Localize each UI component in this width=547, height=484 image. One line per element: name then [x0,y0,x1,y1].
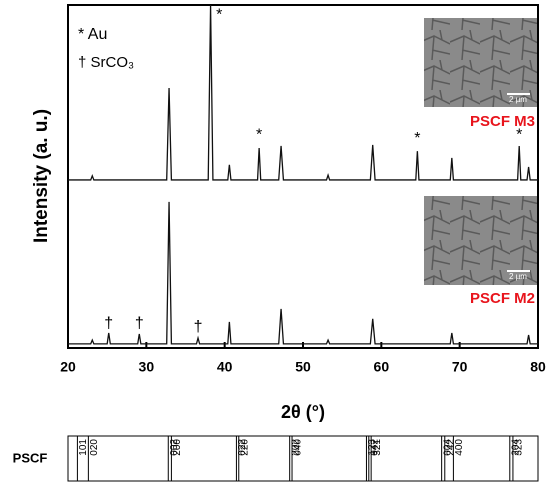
chart: 2 µm 2 µm PSCF M3 PSCF M2 * Au † SrCO₃ I… [0,0,547,484]
hkl-label: 101 [78,439,89,456]
x-axis-label: 2θ (°) [281,402,325,422]
hkl-label: 323 [514,439,525,456]
peak-marker: † [194,319,203,336]
x-tick-label: 70 [452,359,468,375]
legend-entry: * Au [78,26,107,43]
hkl-label: 321 [372,439,383,456]
hkl-label: 020 [89,439,100,456]
x-tick-label: 60 [374,359,390,375]
y-axis-label: Intensity (a. u.) [31,109,52,243]
hkl-label: 200 [172,439,183,456]
page: 2 µm 2 µm PSCF M3 PSCF M2 * Au † SrCO₃ I… [0,0,547,484]
legend-entry: † SrCO₃ [78,54,134,71]
hkl-label: 400 [454,439,465,456]
x-tick-label: 40 [217,359,233,375]
peak-marker: * [414,130,420,147]
hkl-label: 040 [293,439,304,456]
scale-label: 2 µm [509,272,527,281]
reference-label: PSCF [13,450,48,465]
peak-marker: † [104,315,113,332]
x-tick-label: 20 [60,359,76,375]
peak-marker: † [135,315,144,332]
x-tick-label: 80 [530,359,546,375]
hkl-label: 220 [239,439,250,456]
peak-marker: * [256,127,262,144]
peak-marker: * [516,127,522,144]
series-label: PSCF M3 [470,113,535,130]
scale-label: 2 µm [509,95,527,104]
x-tick-label: 50 [295,359,311,375]
series-label: PSCF M2 [470,290,535,307]
peak-marker: * [216,7,222,24]
x-tick-label: 30 [139,359,155,375]
